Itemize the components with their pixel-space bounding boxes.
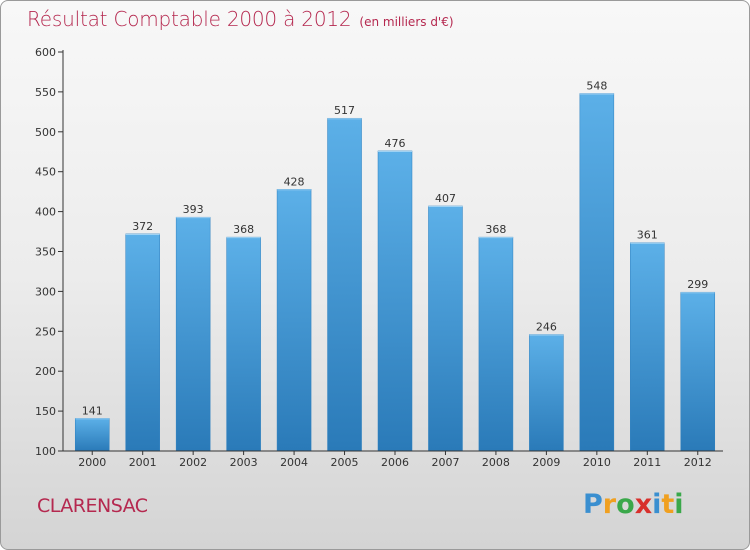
bar-2012 [680,291,716,452]
value-label-2007: 407 [435,192,456,205]
value-label-2004: 428 [284,175,305,188]
x-tick-label-2009: 2009 [532,456,560,469]
logo-letter: P [583,489,603,520]
y-tick-label: 500 [35,126,56,139]
logo-letter: i [674,489,684,520]
value-label-2009: 246 [536,320,557,333]
bars-group [74,93,716,452]
y-axis: 100 150 200 250 300 350 400 450 500 550 600 [35,46,64,458]
commune-name: CLARENSAC [37,495,148,517]
y-tick-label: 100 [35,445,56,458]
proxiti-logo: Proxiti [583,489,684,520]
x-tick-label-2002: 2002 [179,456,207,469]
bar-2007 [428,205,463,452]
bar-2001 [125,233,160,452]
chart-unit-label: (en milliers d'€) [359,15,454,29]
y-tick-label: 350 [35,246,56,259]
bar-2009 [529,334,564,452]
x-axis: 2000 2001 2002 2003 2004 2005 2006 2007 2008 2009… [63,450,723,469]
bar-2004 [276,189,312,452]
value-label-2012: 299 [687,278,708,291]
value-labels-group: 141 372 393 368 428 517 476 407 368 246 548 361 299 [82,79,709,417]
bar-2002 [175,216,211,452]
logo-letter: o [616,489,635,520]
logo-letter: t [661,489,675,520]
x-tick-label-2007: 2007 [431,456,459,469]
y-tick-label: 450 [35,166,56,179]
bar-2005 [327,117,362,452]
x-tick-label-2004: 2004 [280,456,308,469]
logo-letter: r [602,489,617,520]
value-label-2005: 517 [334,104,355,117]
x-tick-label-2011: 2011 [633,456,661,469]
value-label-2000: 141 [82,404,103,417]
bar-2011 [630,242,665,452]
bar-2000 [74,418,110,452]
y-tick-label: 300 [35,285,56,298]
bar-2003 [226,236,261,452]
value-label-2003: 368 [233,223,254,236]
bar-2008 [478,236,514,452]
chart-title-text: Résultat Comptable 2000 à 2012 [27,7,352,31]
y-tick-label: 400 [35,206,56,219]
logo-letter: i [652,489,662,520]
x-tick-label-2008: 2008 [482,456,510,469]
value-label-2006: 476 [385,137,406,150]
x-tick-label-2000: 2000 [78,456,106,469]
value-label-2010: 548 [586,79,607,92]
x-tick-label-2006: 2006 [381,456,409,469]
y-tick-label: 150 [35,405,56,418]
x-tick-label-2003: 2003 [230,456,258,469]
x-tick-label-2001: 2001 [129,456,157,469]
y-tick-label: 600 [35,46,56,59]
logo-letter: x [634,489,653,520]
value-label-2008: 368 [485,223,506,236]
x-tick-label-2005: 2005 [331,456,359,469]
chart-title: Résultat Comptable 2000 à 2012 (en millie… [27,7,454,31]
value-label-2001: 372 [132,220,153,233]
value-label-2011: 361 [637,229,658,242]
x-tick-label-2010: 2010 [583,456,611,469]
value-label-2002: 393 [183,203,204,216]
x-tick-label-2012: 2012 [684,456,712,469]
y-tick-label: 550 [35,86,56,99]
bar-2010 [579,93,615,452]
bar-2006 [377,150,413,452]
y-tick-label: 250 [35,325,56,338]
y-tick-label: 200 [35,365,56,378]
